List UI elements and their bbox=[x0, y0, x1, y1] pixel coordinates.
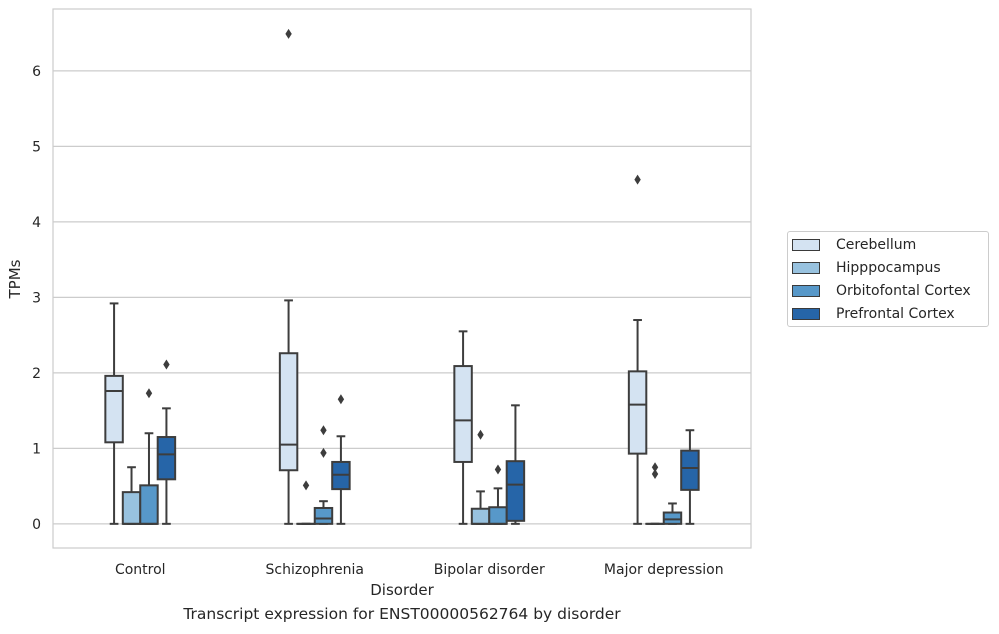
box-2-0 bbox=[453, 330, 473, 525]
boxes-layer bbox=[104, 28, 700, 525]
legend: Cerebellum Hipppocampus Orbitofontal Cor… bbox=[787, 231, 989, 327]
box-2-3 bbox=[505, 404, 526, 525]
y-axis-label: TPMs bbox=[6, 259, 24, 299]
outlier-point bbox=[285, 28, 292, 39]
box-0-0 bbox=[104, 302, 124, 525]
box-body bbox=[313, 506, 334, 525]
box-3-3 bbox=[680, 429, 700, 525]
box-3-0 bbox=[627, 174, 648, 525]
legend-item-prefrontal-cortex: Prefrontal Cortex bbox=[792, 304, 955, 324]
outlier-point bbox=[302, 480, 310, 491]
x-tick-label: Control bbox=[115, 562, 166, 578]
box-2-2 bbox=[488, 464, 508, 525]
box-body bbox=[627, 370, 648, 455]
y-tick-label: 4 bbox=[32, 215, 41, 231]
y-tick-label: 2 bbox=[32, 366, 41, 382]
box-body bbox=[278, 352, 299, 472]
y-tick-labels: 0 1 2 3 4 5 6 bbox=[32, 64, 41, 533]
legend-label-orbitofrontal-cortex: Orbitofontal Cortex bbox=[836, 283, 971, 299]
box-1-1 bbox=[296, 480, 316, 525]
outlier-point bbox=[494, 464, 502, 475]
outlier-point bbox=[651, 462, 659, 473]
outlier-point bbox=[337, 394, 345, 405]
outlier-point bbox=[651, 469, 659, 480]
plot-frame bbox=[52, 8, 752, 549]
box-body bbox=[662, 511, 683, 525]
x-tick-label: Schizophrenia bbox=[266, 562, 364, 578]
outlier-point bbox=[145, 388, 153, 399]
legend-label-prefrontal-cortex: Prefrontal Cortex bbox=[836, 306, 955, 322]
legend-label-hippocampus: Hipppocampus bbox=[836, 260, 941, 276]
outlier-point bbox=[163, 359, 170, 370]
outlier-point bbox=[320, 447, 327, 458]
box-body bbox=[156, 436, 177, 481]
legend-label-cerebellum: Cerebellum bbox=[836, 237, 917, 253]
box-body bbox=[104, 374, 124, 444]
y-tick-label: 3 bbox=[32, 290, 41, 306]
legend-swatch-hippocampus bbox=[792, 262, 820, 274]
legend-swatch-cerebellum bbox=[792, 239, 820, 251]
box-body bbox=[488, 506, 508, 525]
box-body bbox=[505, 460, 526, 522]
box-0-1 bbox=[121, 466, 142, 525]
box-1-3 bbox=[331, 394, 351, 525]
box-body bbox=[139, 484, 159, 525]
outlier-point bbox=[320, 425, 327, 436]
y-tick-label: 0 bbox=[32, 517, 41, 533]
legend-item-hippocampus: Hipppocampus bbox=[792, 258, 941, 278]
y-tick-label: 1 bbox=[32, 441, 41, 457]
outlier-point bbox=[634, 174, 641, 185]
outlier-point bbox=[477, 429, 484, 440]
box-body bbox=[680, 449, 700, 491]
legend-item-cerebellum: Cerebellum bbox=[792, 235, 916, 255]
box-3-2 bbox=[662, 502, 683, 525]
box-0-2 bbox=[139, 388, 159, 525]
box-0-3 bbox=[156, 359, 177, 525]
y-tick-label: 6 bbox=[32, 64, 41, 80]
x-axis-label: Disorder bbox=[370, 581, 434, 599]
x-tick-label: Major depression bbox=[604, 562, 724, 578]
box-3-1 bbox=[645, 462, 665, 525]
chart-caption: Transcript expression for ENST0000056276… bbox=[183, 605, 621, 623]
box-body bbox=[121, 491, 142, 525]
box-1-0 bbox=[278, 28, 299, 525]
legend-item-orbitofrontal-cortex: Orbitofontal Cortex bbox=[792, 281, 971, 301]
legend-swatch-prefrontal-cortex bbox=[792, 308, 820, 320]
box-body bbox=[453, 365, 473, 463]
y-tick-label: 5 bbox=[32, 139, 41, 155]
box-body bbox=[470, 507, 491, 525]
x-tick-labels: Control Schizophrenia Bipolar disorder Majo… bbox=[115, 562, 724, 578]
x-tick-label: Bipolar disorder bbox=[434, 562, 545, 578]
box-2-1 bbox=[470, 429, 491, 525]
legend-swatch-orbitofrontal-cortex bbox=[792, 285, 820, 297]
box-1-2 bbox=[313, 425, 334, 525]
